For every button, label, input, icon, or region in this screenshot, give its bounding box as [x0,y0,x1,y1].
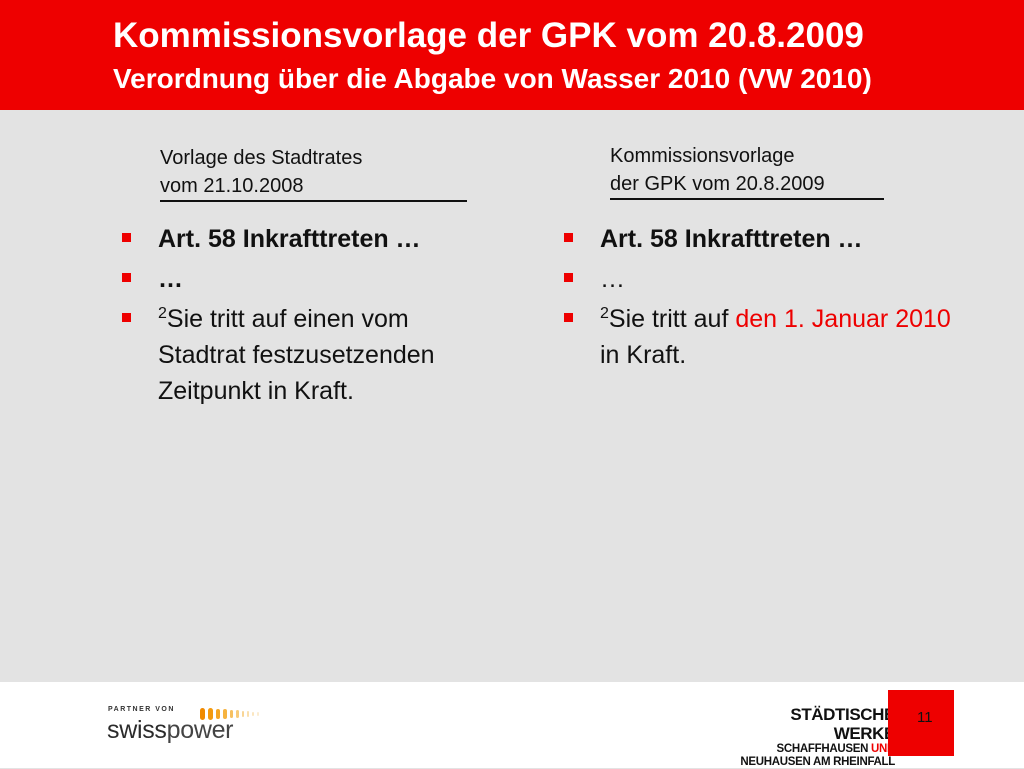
partner-label: PARTNER VON [108,706,175,713]
right-heading-line2: der GPK vom 20.8.2009 [610,173,825,195]
left-bullet-ellipsis: … [158,265,183,293]
right-bullet-list: Art. 58 Inkrafttreten … … 2Sie tritt auf… [562,221,962,377]
right-bullet-text-post: in Kraft. [600,341,687,369]
slide-subtitle: Verordnung über die Abgabe von Wasser 20… [113,63,872,94]
logo-line1: STÄDTISCHE WERKE [790,705,895,743]
slide-title: Kommissionsvorlage der GPK vom 20.8.2009 [113,16,864,55]
list-item: Art. 58 Inkrafttreten … [562,221,962,257]
swisspower-word-swiss: swiss [107,716,167,744]
logo-line2-text: SCHAFFHAUSEN [776,743,871,755]
list-item: Art. 58 Inkrafttreten … [120,221,500,257]
left-heading-line1: Vorlage des Stadtrates [160,147,363,169]
right-bullet-highlight: den 1. Januar 2010 [735,305,951,333]
right-bullet-text-pre: Sie tritt auf [608,305,736,333]
bullet-square-icon [564,313,573,322]
staedtische-werke-logo: STÄDTISCHE WERKE SCHAFFHAUSEN UND NEUHAU… [735,705,895,769]
left-paragraph-number: 2 [158,305,167,322]
right-paragraph-number: 2 [600,305,609,322]
right-bullet-ellipsis: … [600,265,625,293]
list-item: 2Sie tritt auf den 1. Januar 2010 in Kra… [562,301,962,373]
swisspower-logo: swisspower [107,716,234,745]
right-column-heading: Kommissionsvorlage der GPK vom 20.8.2009 [610,142,884,200]
bullet-square-icon [122,233,131,242]
left-bullet-text: Sie tritt auf einen vom Stadtrat festzus… [158,305,435,405]
right-heading-line1: Kommissionsvorlage [610,145,795,167]
footer-bar [0,682,1024,768]
right-bullet-article: Art. 58 Inkrafttreten … [600,225,863,253]
left-heading-line2: vom 21.10.2008 [160,175,304,197]
list-item: … [120,261,500,297]
logo-line2: SCHAFFHAUSEN UND [735,743,895,756]
page-number-box [888,690,954,756]
logo-line3: NEUHAUSEN AM RHEINFALL [740,756,895,768]
title-banner: Kommissionsvorlage der GPK vom 20.8.2009… [0,0,1024,110]
bullet-square-icon [564,233,573,242]
list-item: 2Sie tritt auf einen vom Stadtrat festzu… [120,301,500,409]
swisspower-word-power: power [166,716,234,744]
bullet-square-icon [122,313,131,322]
left-bullet-list: Art. 58 Inkrafttreten … … 2Sie tritt auf… [120,221,500,413]
swisspower-rays-icon [200,708,259,720]
bullet-square-icon [564,273,573,282]
list-item: … [562,261,962,297]
page-number: 11 [917,709,933,726]
left-column-heading: Vorlage des Stadtrates vom 21.10.2008 [160,144,467,202]
bullet-square-icon [122,273,131,282]
left-bullet-article: Art. 58 Inkrafttreten … [158,225,421,253]
